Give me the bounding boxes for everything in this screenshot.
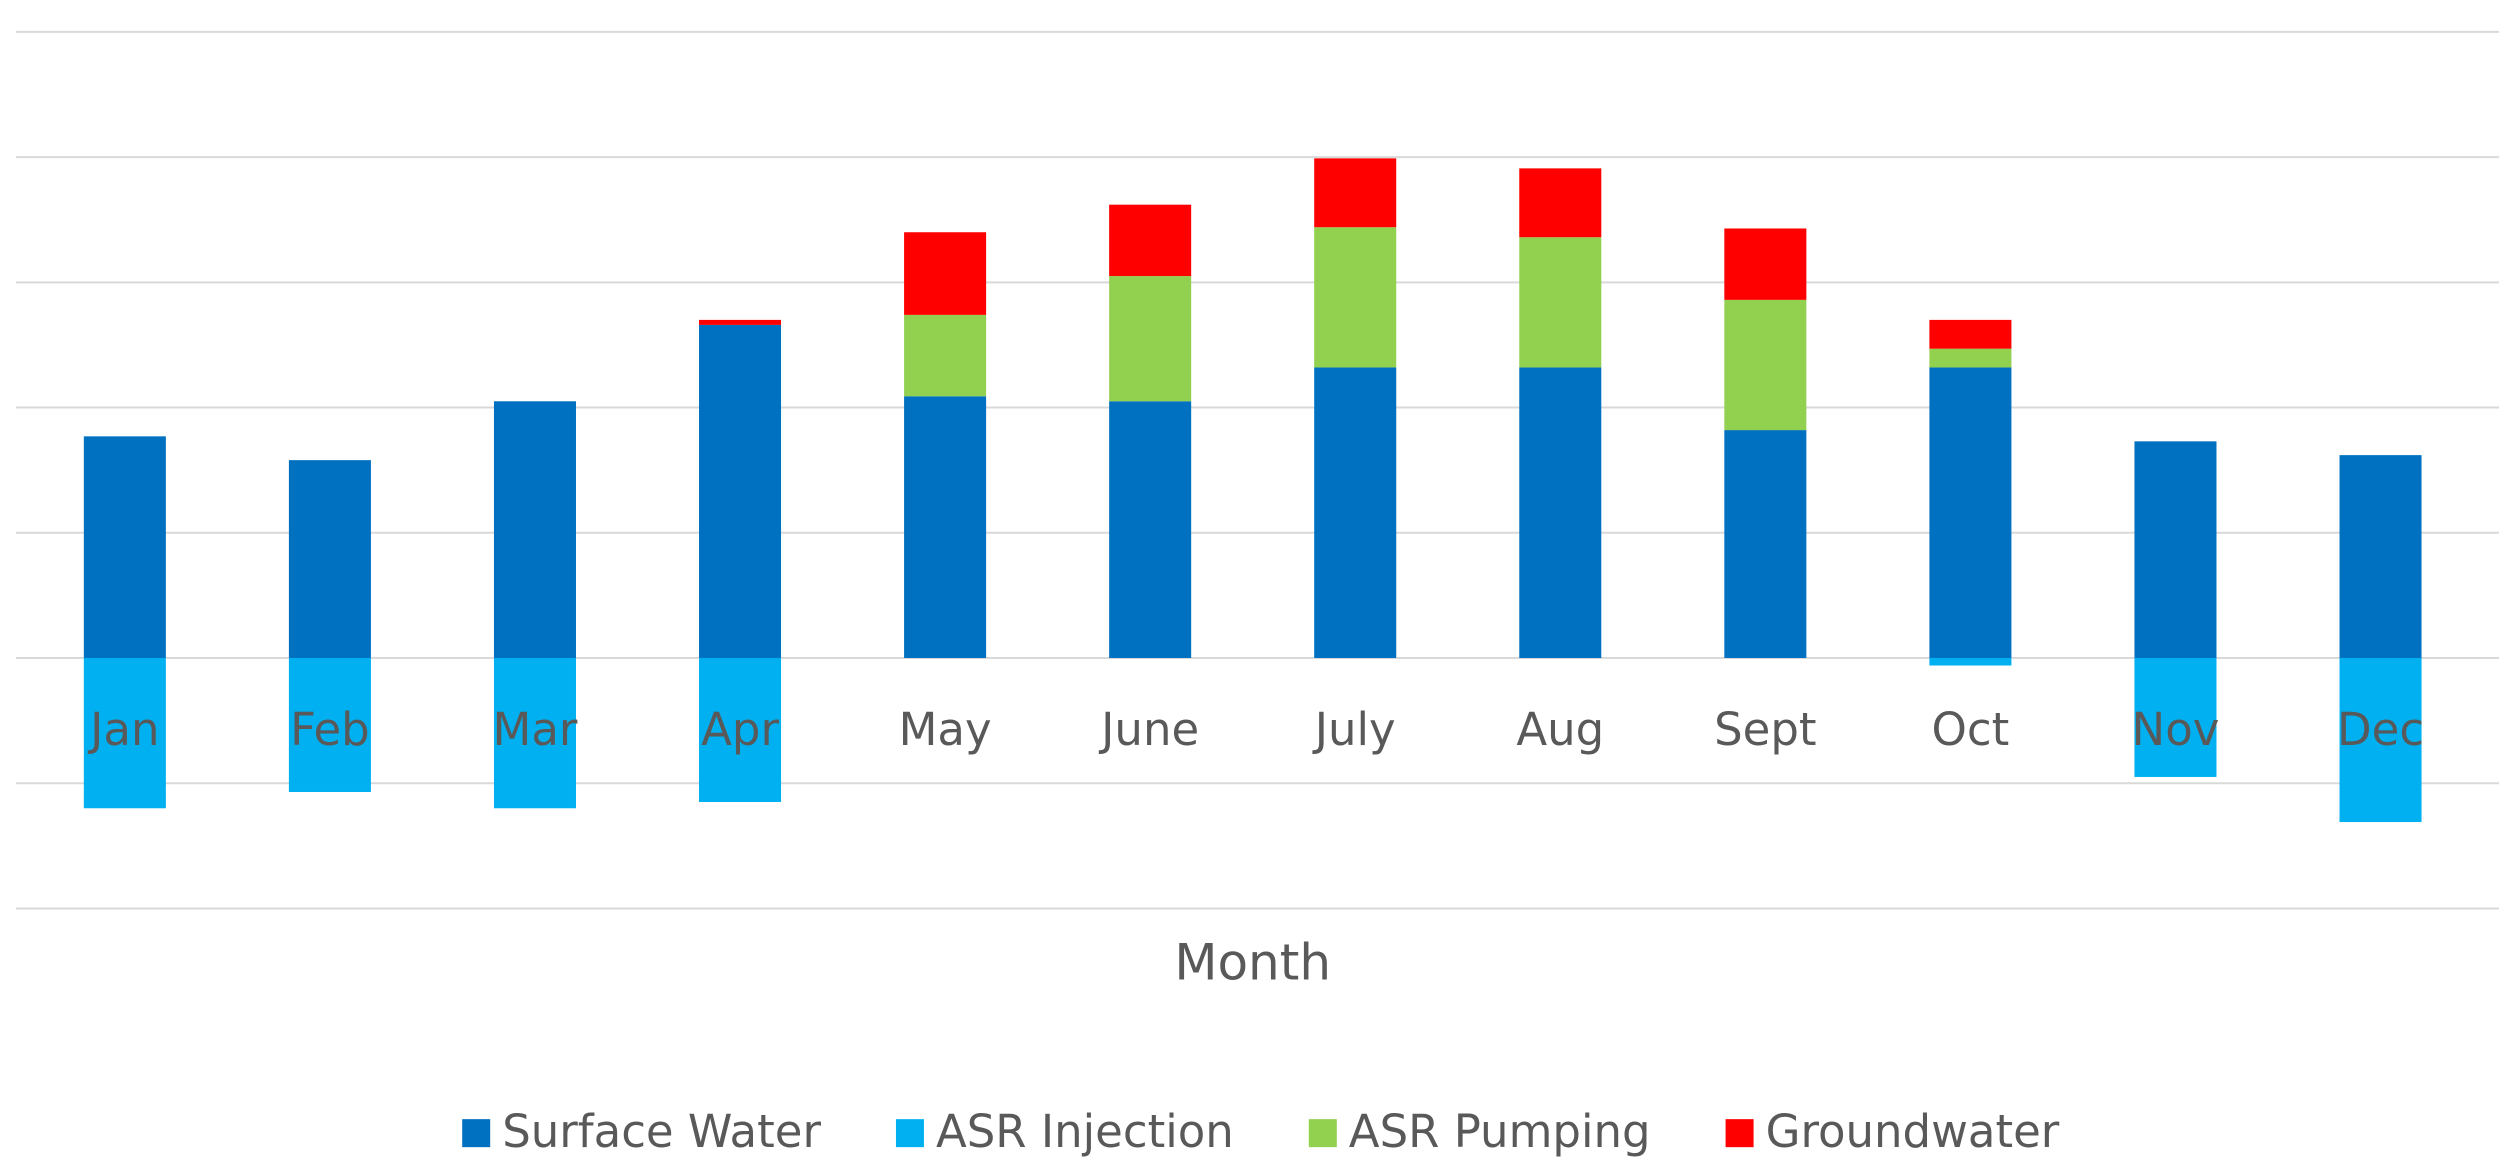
bar-segment: [83, 436, 166, 658]
bar-segment: [83, 657, 166, 809]
x-axis-title: Month: [1174, 933, 1331, 991]
legend-label: ASR Injection: [936, 1105, 1234, 1157]
bar-segment: [1929, 367, 2012, 658]
bar-segment: [1109, 204, 1192, 277]
x-tick-label: Dec: [2337, 703, 2424, 756]
bar-segment: [1519, 168, 1602, 238]
x-tick-label: June: [1098, 703, 1199, 756]
bar-segment: [699, 319, 782, 325]
bar-segment: [1314, 367, 1397, 658]
x-tick-label: Aug: [1516, 703, 1604, 756]
bar-segment: [1724, 430, 1807, 658]
bar-segment: [1519, 237, 1602, 368]
bar-segment: [2134, 657, 2217, 777]
bar-segment: [1929, 348, 2012, 368]
bar-segment: [493, 401, 576, 658]
legend-swatch: [895, 1119, 924, 1148]
bar-segment: [2134, 441, 2217, 658]
legend-label: ASR Pumping: [1349, 1105, 1651, 1157]
x-tick-label: Sept: [1714, 703, 1816, 756]
bar-segment: [1929, 657, 2012, 666]
legend-swatch: [1725, 1119, 1754, 1148]
bar-segment: [1724, 299, 1807, 431]
bar-segment: [288, 657, 371, 792]
bar-segment: [699, 324, 782, 658]
x-tick-label: Mar: [493, 703, 578, 756]
bar-segment: [1314, 227, 1397, 368]
legend-label: Surface Water: [502, 1105, 821, 1157]
legend-label: Groundwater: [1766, 1105, 2060, 1157]
bar-segment: [288, 460, 371, 658]
bar-segment: [1724, 228, 1807, 300]
x-tick-label: Jan: [87, 703, 159, 756]
legend-swatch: [1308, 1119, 1337, 1148]
x-tick-label: Apr: [701, 703, 779, 756]
bar-segment: [904, 396, 987, 658]
x-tick-label: July: [1312, 703, 1396, 756]
bar-segment: [1519, 367, 1602, 658]
bar-segment: [2339, 455, 2422, 658]
bar-segment: [2339, 657, 2422, 823]
bar-segment: [1109, 276, 1192, 402]
bar-segment: [1109, 401, 1192, 658]
x-tick-label: Feb: [290, 703, 370, 756]
x-tick-label: Nov: [2132, 703, 2220, 756]
bar-segment: [904, 232, 987, 315]
bar-segment: [1314, 158, 1397, 228]
x-tick-label: May: [899, 703, 992, 756]
bar-segment: [1929, 319, 2012, 349]
bar-segment: [493, 657, 576, 809]
bar-segment: [699, 657, 782, 802]
bar-segment: [904, 314, 987, 397]
legend-swatch: [462, 1119, 491, 1148]
x-tick-label: Oct: [1932, 703, 2010, 756]
